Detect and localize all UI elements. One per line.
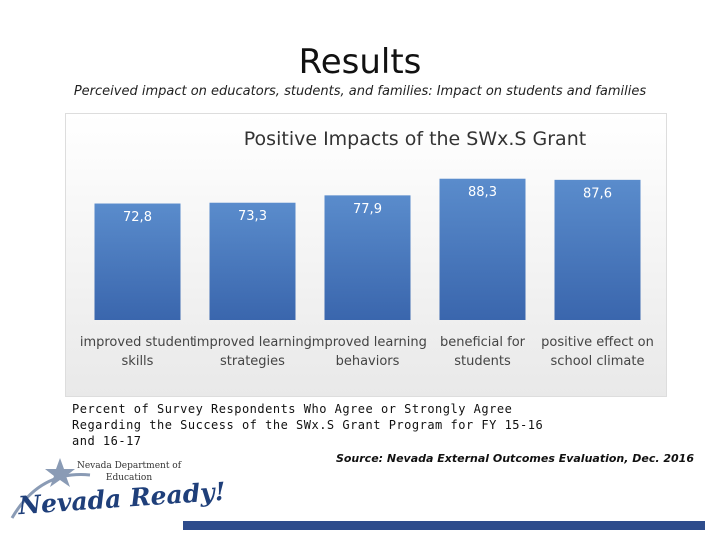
value-label: 73,3 [238, 209, 267, 224]
footer-bar [183, 521, 705, 530]
bar [94, 203, 181, 320]
value-label: 88,3 [468, 185, 497, 200]
value-label: 72,8 [123, 210, 152, 225]
logo-org: Nevada Department of Education [76, 461, 182, 483]
bar [439, 178, 526, 320]
logo-swoosh [10, 473, 91, 519]
caption: Percent of Survey Respondents Who Agree … [72, 402, 544, 448]
source: Source: Nevada External Outcomes Evaluat… [335, 452, 694, 465]
category-label: improved student skills [79, 335, 196, 369]
logo-star [45, 458, 75, 487]
bar [324, 195, 411, 320]
value-label: 77,9 [353, 202, 382, 217]
slide-title: Results [298, 42, 422, 82]
bar [554, 179, 641, 320]
value-label: 87,6 [583, 186, 612, 201]
category-label: positive effect on school climate [541, 335, 654, 369]
category-label: beneficial for students [439, 335, 526, 369]
category-label: improved learning strategies [193, 335, 312, 369]
slide-subtitle: Perceived impact on educators, students,… [73, 84, 647, 99]
chart-title: Positive Impacts of the SWx.S Grant [243, 128, 587, 150]
category-label: improved learning behaviors [308, 335, 427, 369]
bar [209, 202, 296, 320]
